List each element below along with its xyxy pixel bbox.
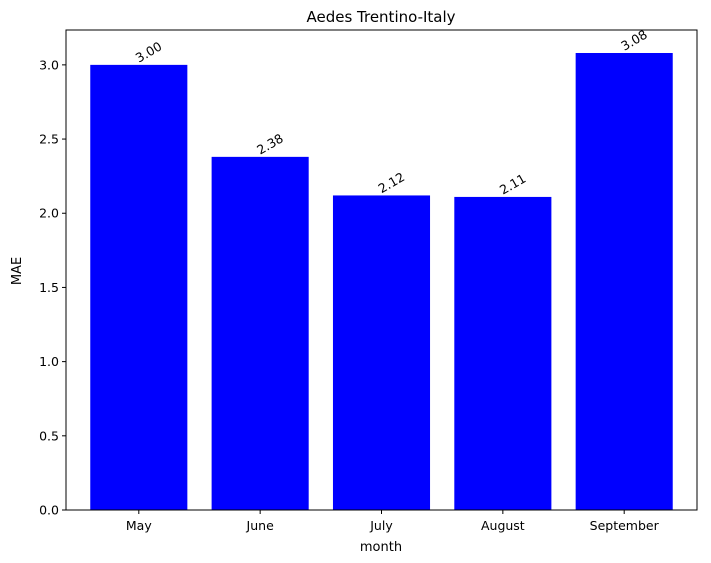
value-label: 2.38: [254, 131, 286, 158]
bar-august: [454, 196, 552, 511]
y-tick-label: 1.5: [39, 280, 59, 295]
x-axis: May June July August September: [126, 510, 660, 533]
y-tick-label: 2.0: [39, 206, 59, 221]
y-tick-label: 2.5: [39, 132, 59, 147]
bars-group: [90, 52, 673, 511]
x-tick-label: September: [590, 518, 660, 533]
y-tick-label: 0.5: [39, 428, 59, 443]
chart-title: Aedes Trentino-Italy: [306, 8, 455, 26]
value-labels-group: 3.00 2.38 2.12 2.11 3.08: [133, 27, 650, 198]
y-tick-label: 1.0: [39, 354, 59, 369]
x-tick-label: June: [246, 518, 275, 533]
value-label: 3.08: [618, 27, 650, 54]
bar-may: [90, 64, 188, 510]
bar-july: [332, 195, 431, 510]
y-axis-label: MAE: [10, 257, 25, 285]
x-tick-label: July: [369, 518, 393, 533]
value-label: 2.11: [497, 171, 529, 198]
value-label: 3.00: [133, 39, 165, 66]
bar-june: [211, 156, 309, 511]
x-axis-label: month: [360, 540, 402, 555]
bar-september: [575, 52, 673, 511]
x-tick-label: May: [126, 518, 152, 533]
y-tick-label: 0.0: [39, 503, 59, 518]
y-axis: 0.0 0.5 1.0 1.5 2.0 2.5 3.0: [39, 57, 66, 518]
plot-frame: [65, 29, 698, 511]
y-tick-label: 3.0: [39, 57, 59, 72]
x-tick-label: August: [481, 518, 525, 533]
value-label: 2.12: [376, 169, 408, 196]
